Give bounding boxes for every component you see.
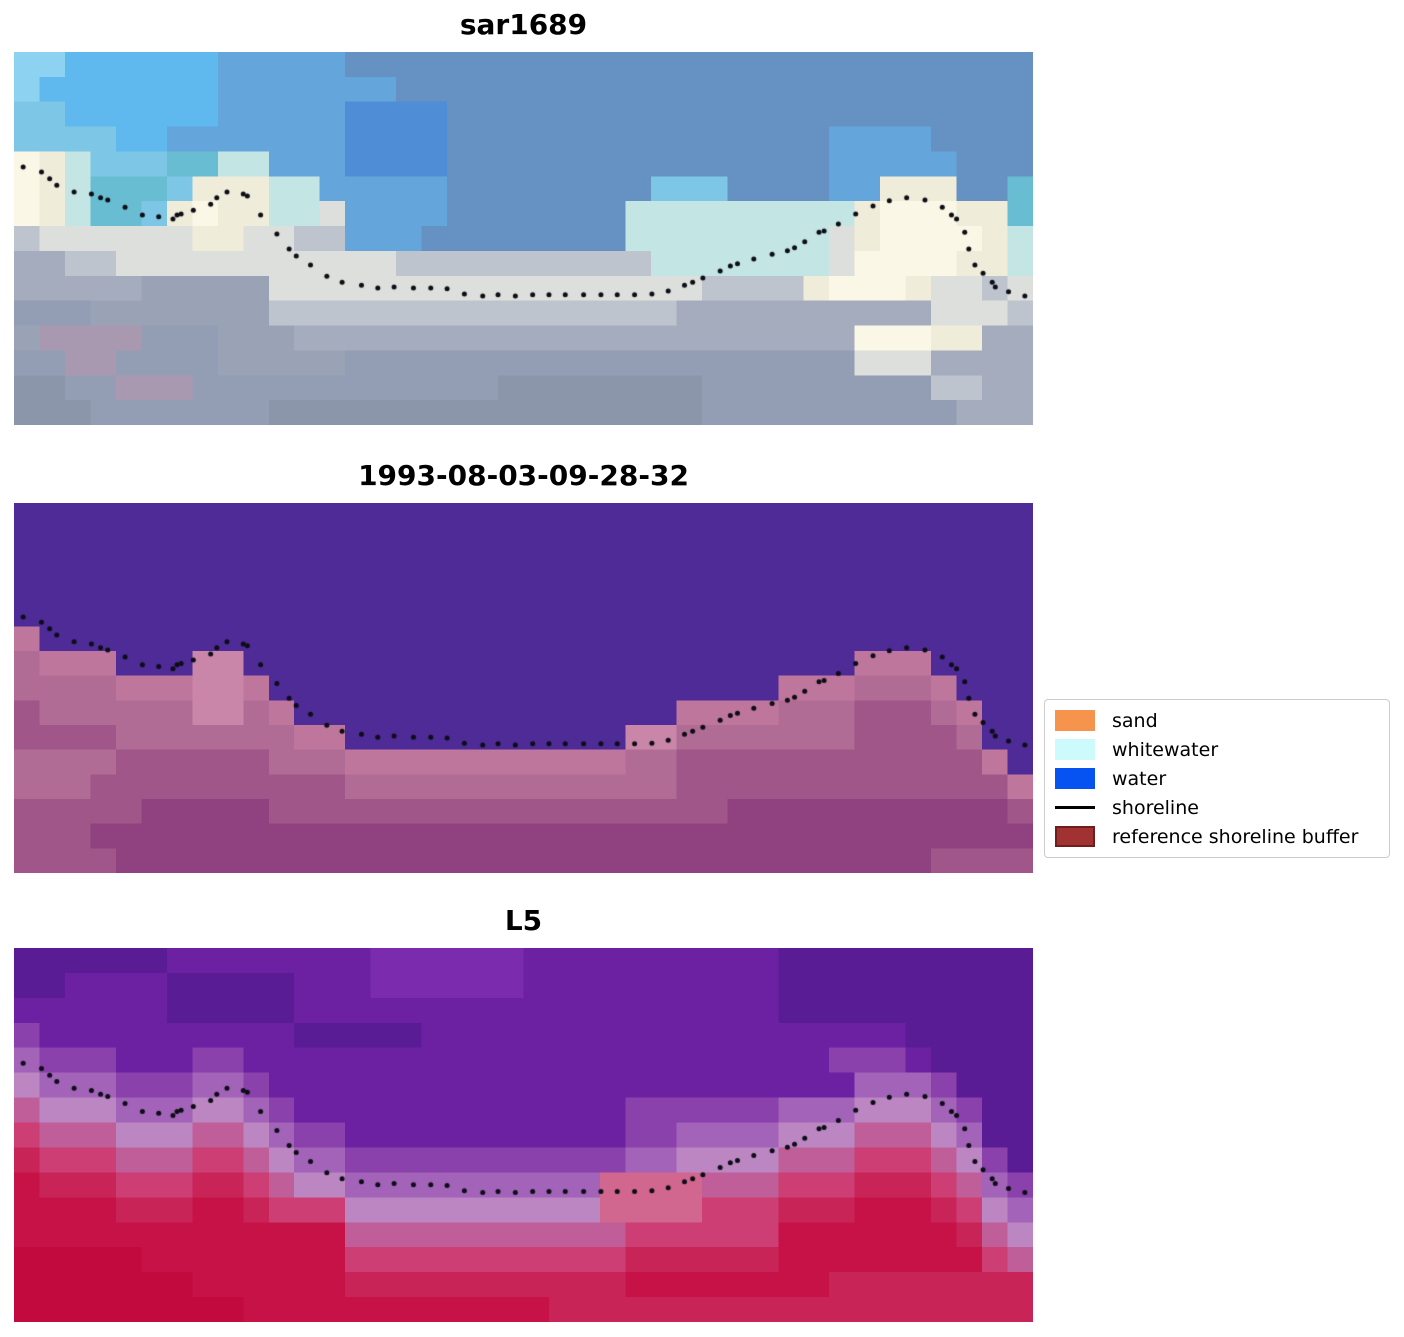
panel-title-sar: sar1689 [459, 8, 588, 41]
legend-label: water [1112, 767, 1167, 790]
sand-swatch [1055, 710, 1095, 731]
legend-label: sand [1112, 709, 1158, 732]
legend-item-sand: sand [1055, 706, 1379, 735]
legend-item-whitewater: whitewater [1055, 735, 1379, 764]
legend: sand whitewater water shoreline referenc… [1044, 699, 1390, 858]
shoreline-dots-overlay [14, 948, 1033, 1322]
legend-label: shoreline [1112, 796, 1199, 819]
l5-image [14, 948, 1033, 1322]
legend-label: whitewater [1112, 738, 1219, 761]
sar-image [14, 52, 1033, 425]
whitewater-swatch [1055, 739, 1095, 760]
classified-image [14, 503, 1033, 873]
shoreline-line-swatch [1055, 806, 1095, 809]
shoreline-dots-overlay [14, 503, 1033, 873]
panel-title-date: 1993-08-03-09-28-32 [358, 459, 689, 492]
shoreline-dots-overlay [14, 52, 1033, 425]
water-swatch [1055, 768, 1095, 789]
legend-label: reference shoreline buffer [1112, 825, 1359, 848]
legend-item-reference-buffer: reference shoreline buffer [1055, 822, 1379, 851]
panel-title-l5: L5 [504, 904, 543, 937]
legend-item-water: water [1055, 764, 1379, 793]
reference-buffer-swatch [1055, 826, 1095, 847]
legend-item-shoreline: shoreline [1055, 793, 1379, 822]
